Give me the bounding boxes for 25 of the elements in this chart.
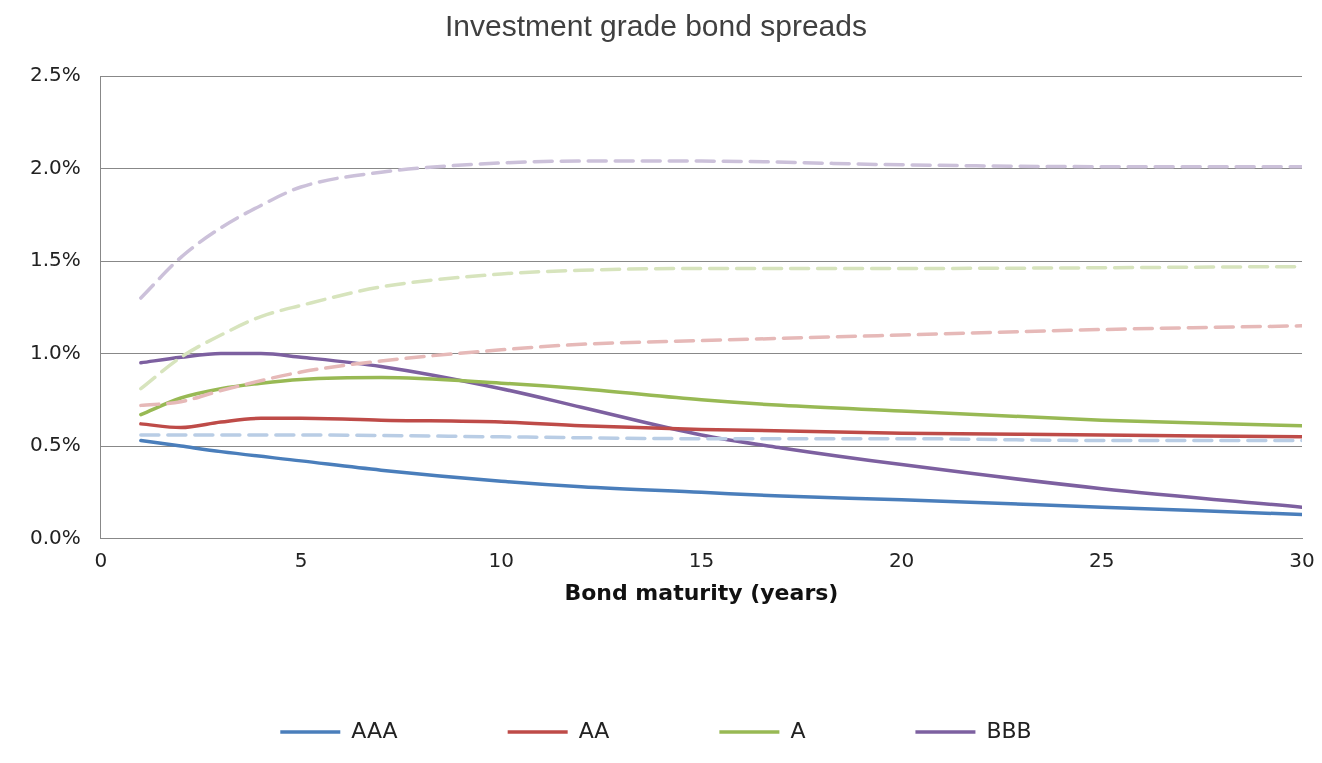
- x-tick-label: 30: [1289, 547, 1315, 572]
- line-series: [139, 324, 1302, 408]
- y-tick-label: 2.5%: [30, 62, 81, 87]
- y-tick-label: 1.0%: [30, 339, 81, 364]
- line-series: [139, 351, 1302, 509]
- line-series: [139, 416, 1302, 439]
- x-tick-label: 0: [94, 547, 108, 572]
- chart-title: Investment grade bond spreads: [445, 9, 867, 43]
- line-series: [139, 438, 1302, 517]
- y-tick-label: 1.5%: [30, 247, 81, 272]
- legend-label: AAA: [351, 717, 398, 743]
- y-tick-label: 0.5%: [30, 432, 81, 457]
- x-axis-title: Bond maturity (years): [564, 579, 839, 605]
- legend-label: BBB: [986, 717, 1032, 743]
- x-tick-label: 10: [488, 547, 514, 572]
- legend-label: AA: [578, 717, 610, 743]
- x-tick-label: 5: [294, 547, 308, 572]
- x-tick-label: 15: [688, 547, 715, 572]
- y-tick-label: 2.0%: [30, 154, 81, 179]
- x-tick-label: 25: [1089, 547, 1115, 572]
- line-series: [139, 159, 1302, 300]
- line-series: [139, 375, 1302, 428]
- y-tick-label: 0.0%: [30, 524, 81, 549]
- x-tick-label: 20: [888, 547, 915, 572]
- legend-label: A: [790, 717, 806, 743]
